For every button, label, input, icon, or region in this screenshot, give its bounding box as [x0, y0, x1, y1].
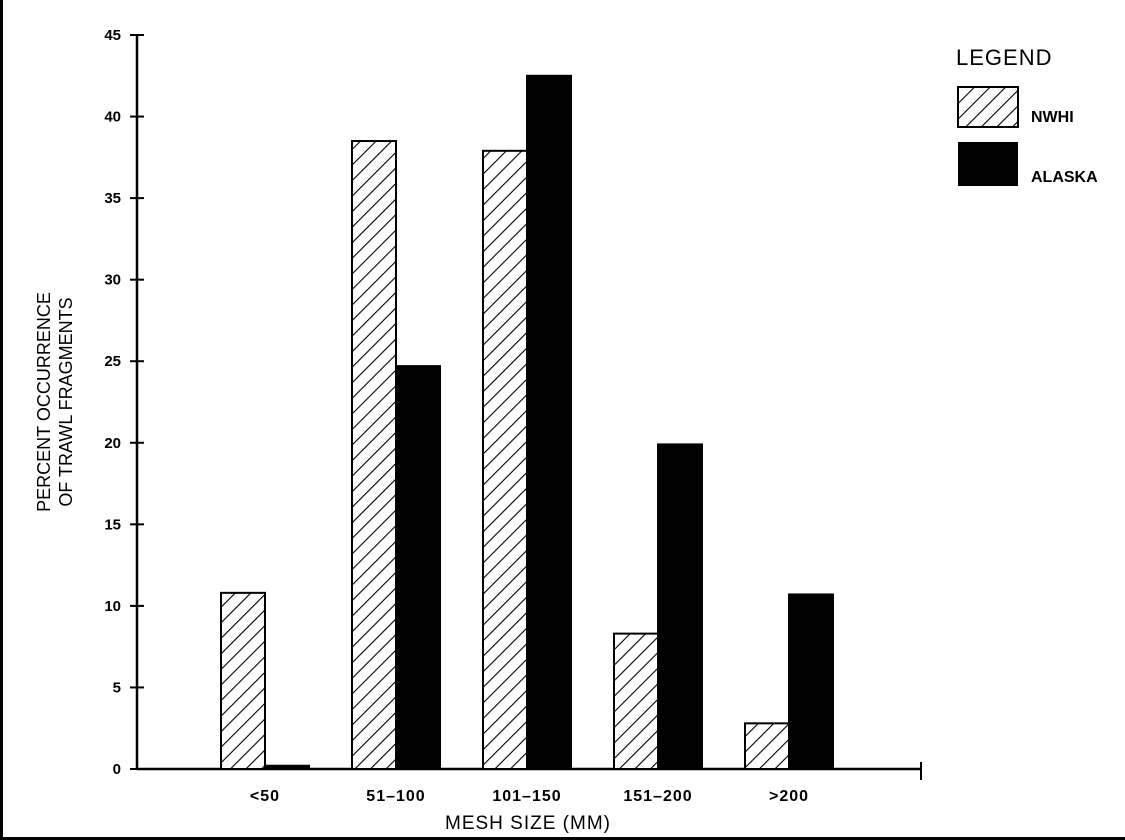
legend-label-alaska: ALASKA	[1031, 169, 1098, 186]
x-tick-label: >200	[769, 788, 809, 805]
bar-alaska-0	[264, 764, 310, 771]
legend-title: LEGEND	[956, 45, 1052, 70]
bar-nwhi-0	[220, 591, 266, 771]
legend-swatch-nwhi	[957, 86, 1019, 128]
bar-nwhi-1	[351, 140, 397, 770]
x-axis-title: MESH SIZE (MM)	[445, 813, 611, 834]
bar-alaska-1	[395, 365, 441, 770]
x-tick-label: 51–100	[366, 788, 425, 805]
bar-alaska-3	[657, 443, 703, 770]
bar-alaska-2	[526, 74, 572, 771]
bar-alaska-4	[788, 593, 834, 771]
y-tick-label: 0	[113, 761, 121, 778]
y-axis-title-line-2: OF TRAWL FRAGMENTS	[56, 297, 76, 506]
x-tick-label: <50	[250, 788, 280, 805]
y-tick-label: 40	[104, 109, 121, 126]
x-tick-label: 101–150	[492, 788, 561, 805]
y-tick-label: 45	[104, 27, 121, 44]
y-tick-label: 15	[104, 516, 121, 533]
y-tick-label: 5	[113, 679, 121, 696]
bar-nwhi-4	[744, 722, 790, 771]
y-ticks: 0 5 10 15 20 25 30 35 40 45	[104, 27, 144, 778]
y-tick-label: 10	[104, 598, 121, 615]
bar-nwhi-2	[482, 149, 528, 770]
y-tick-label: 30	[104, 272, 121, 289]
y-axis-title: PERCENT OCCURRENCE OF TRAWL FRAGMENTS	[34, 292, 76, 512]
y-tick-label: 25	[104, 353, 121, 370]
bar-nwhi-3	[613, 632, 659, 771]
bar-chart: 0 5 10 15 20 25 30 35 40 45 <50 51–100 101–150 151–2…	[34, 27, 1098, 834]
x-tick-label: 151–200	[623, 788, 692, 805]
legend: LEGEND NWHI ALASKA	[956, 45, 1098, 186]
y-axis-title-line-1: PERCENT OCCURRENCE	[34, 292, 54, 512]
legend-label-nwhi: NWHI	[1031, 109, 1074, 126]
y-tick-label: 35	[104, 190, 121, 207]
x-tick-labels: <50 51–100 101–150 151–200 >200	[250, 788, 809, 805]
y-tick-label: 20	[104, 435, 121, 452]
bars	[220, 74, 834, 771]
legend-swatch-alaska	[958, 142, 1018, 186]
